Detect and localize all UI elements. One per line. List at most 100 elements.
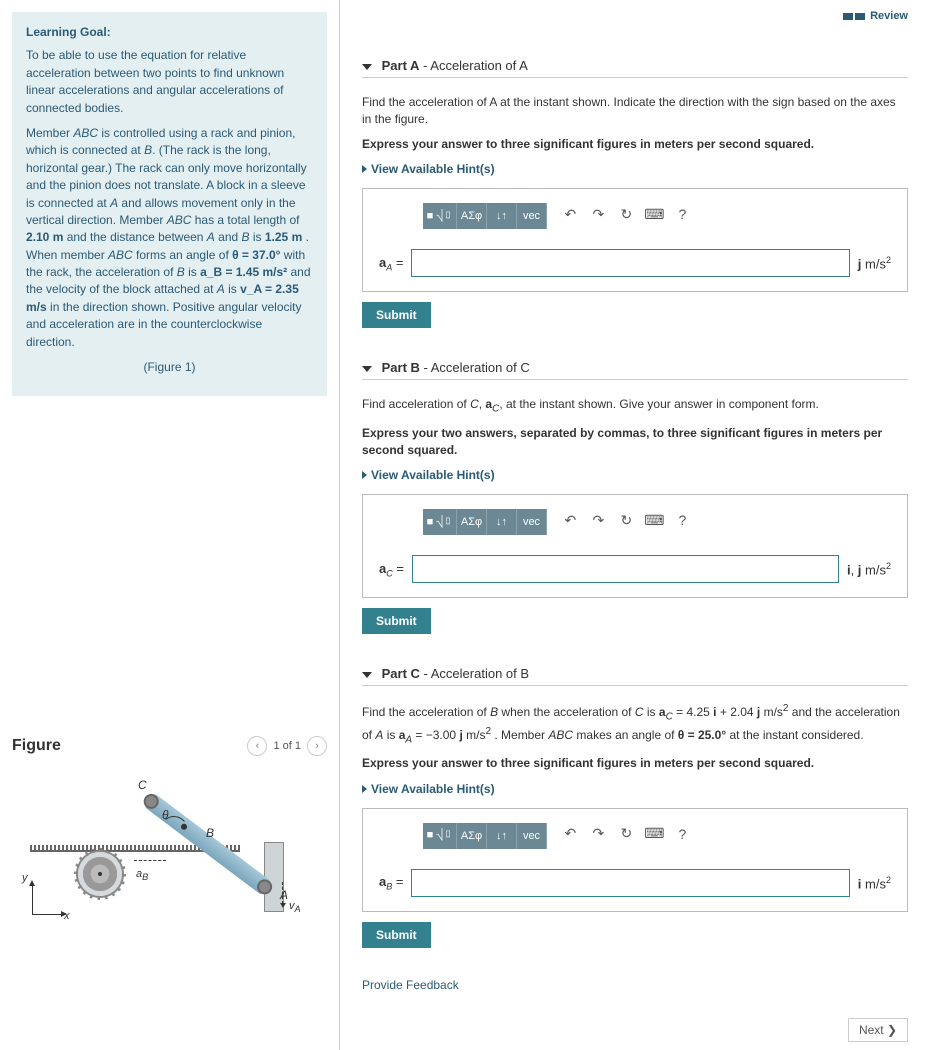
reset-button[interactable]: ↻ [616,824,636,844]
part-c-units: i m/s2 [858,875,891,891]
equation-toolbar: ■ ⎷▯ ΑΣφ ↓↑ vec [423,509,547,535]
part-a-instruct: Express your answer to three significant… [362,136,908,153]
triangle-right-icon [362,471,367,479]
part-c-input[interactable] [411,869,849,897]
tb-greek-button[interactable]: ΑΣφ [457,823,487,849]
part-c-lhs: aB = [379,874,403,892]
joint-c-icon [141,791,162,812]
part-b-lhs: aC = [379,561,404,579]
part-b-hints-link[interactable]: View Available Hint(s) [362,468,908,482]
theta-label: θ [162,808,169,822]
redo-button[interactable]: ↷ [588,510,608,530]
part-b: Part B - Acceleration of C Find accelera… [362,360,908,634]
tb-greek-button[interactable]: ΑΣφ [457,509,487,535]
keyboard-button[interactable]: ⌨ [644,824,664,844]
part-b-instruct: Express your two answers, separated by c… [362,425,908,459]
x-axis-label: x [64,910,70,922]
tb-templates-button[interactable]: ■ ⎷▯ [423,823,457,849]
pinion-gear-icon [78,852,122,896]
learning-goal-box: Learning Goal: To be able to use the equ… [12,12,327,396]
part-b-header[interactable]: Part B - Acceleration of C [362,360,908,380]
tb-subsup-button[interactable]: ↓↑ [487,823,517,849]
part-b-units: i, j m/s2 [847,561,891,577]
triangle-right-icon [362,785,367,793]
reset-button[interactable]: ↻ [616,510,636,530]
left-column: Learning Goal: To be able to use the equ… [0,0,340,1050]
part-a-prompt: Find the acceleration of A at the instan… [362,94,908,128]
triangle-right-icon [362,165,367,173]
tb-subsup-button[interactable]: ↓↑ [487,509,517,535]
figure-header: Figure ‹ 1 of 1 › [12,736,327,756]
learning-goal-para1: To be able to use the equation for relat… [26,47,313,117]
tb-vec-button[interactable]: vec [517,203,547,229]
chevron-down-icon [362,672,372,678]
y-axis-label: y [22,872,28,884]
equation-toolbar: ■ ⎷▯ ΑΣφ ↓↑ vec [423,823,547,849]
pager-label: 1 of 1 [273,740,301,752]
undo-button[interactable]: ↶ [560,204,580,224]
part-a-submit-button[interactable]: Submit [362,302,431,328]
part-c-header[interactable]: Part C - Acceleration of B [362,666,908,686]
figure-pager: ‹ 1 of 1 › [247,736,327,756]
next-button[interactable]: Next ❯ [848,1018,908,1042]
figure-link[interactable]: (Figure 1) [26,359,313,376]
help-button[interactable]: ? [672,824,692,844]
keyboard-button[interactable]: ⌨ [644,204,664,224]
part-b-submit-button[interactable]: Submit [362,608,431,634]
help-button[interactable]: ? [672,204,692,224]
toolbar-extra: ↶ ↷ ↻ ⌨ ? [560,824,692,844]
tb-vec-button[interactable]: vec [517,823,547,849]
redo-button[interactable]: ↷ [588,204,608,224]
va-arrow-label: vA [289,900,301,914]
figure-title: Figure [12,737,61,755]
y-axis-icon [32,885,33,915]
part-b-input[interactable] [412,555,839,583]
toolbar-extra: ↶ ↷ ↻ ⌨ ? [560,204,692,224]
part-a-header[interactable]: Part A - Acceleration of A [362,58,908,78]
chevron-down-icon [362,366,372,372]
part-c-prompt: Find the acceleration of B when the acce… [362,702,908,747]
x-axis-icon [32,914,62,915]
tb-templates-button[interactable]: ■ ⎷▯ [423,203,457,229]
part-c-hints-link[interactable]: View Available Hint(s) [362,782,908,796]
part-c-submit-button[interactable]: Submit [362,922,431,948]
learning-goal-heading: Learning Goal: [26,24,313,41]
tb-subsup-button[interactable]: ↓↑ [487,203,517,229]
review-link[interactable]: Review [843,10,908,22]
part-c: Part C - Acceleration of B Find the acce… [362,666,908,948]
point-b-label: B [206,826,214,840]
figure-diagram: θ C B A aB vA y x [12,770,322,930]
point-c-label: C [138,778,147,792]
part-a-hints-link[interactable]: View Available Hint(s) [362,162,908,176]
undo-button[interactable]: ↶ [560,510,580,530]
page-container: Learning Goal: To be able to use the equ… [0,0,926,1050]
part-b-prompt: Find acceleration of C, aC, at the insta… [362,396,908,416]
pager-prev-button[interactable]: ‹ [247,736,267,756]
tb-greek-button[interactable]: ΑΣφ [457,203,487,229]
chevron-down-icon [362,64,372,70]
part-a: Part A - Acceleration of A Find the acce… [362,58,908,328]
equation-toolbar: ■ ⎷▯ ΑΣφ ↓↑ vec [423,203,547,229]
part-a-input[interactable] [411,249,849,277]
right-column: Review Part A - Acceleration of A Find t… [340,0,926,1050]
part-c-instruct: Express your answer to three significant… [362,755,908,772]
flag-icon [843,13,853,20]
provide-feedback-link[interactable]: Provide Feedback [362,978,908,992]
learning-goal-para2: Member ABC is controlled using a rack an… [26,125,313,351]
toolbar-extra: ↶ ↷ ↻ ⌨ ? [560,510,692,530]
tb-templates-button[interactable]: ■ ⎷▯ [423,509,457,535]
part-a-answer-box: ■ ⎷▯ ΑΣφ ↓↑ vec ↶ ↷ ↻ ⌨ ? aA = [362,188,908,292]
reset-button[interactable]: ↻ [616,204,636,224]
part-b-answer-box: ■ ⎷▯ ΑΣφ ↓↑ vec ↶ ↷ ↻ ⌨ ? aC = [362,494,908,598]
flag-icon [855,13,865,20]
ab-arrow-label: aB [136,868,148,882]
part-a-units: j m/s2 [858,255,891,271]
part-a-lhs: aA = [379,255,403,273]
redo-button[interactable]: ↷ [588,824,608,844]
va-arrow-icon [282,882,283,904]
help-button[interactable]: ? [672,510,692,530]
tb-vec-button[interactable]: vec [517,509,547,535]
undo-button[interactable]: ↶ [560,824,580,844]
pager-next-button[interactable]: › [307,736,327,756]
keyboard-button[interactable]: ⌨ [644,510,664,530]
